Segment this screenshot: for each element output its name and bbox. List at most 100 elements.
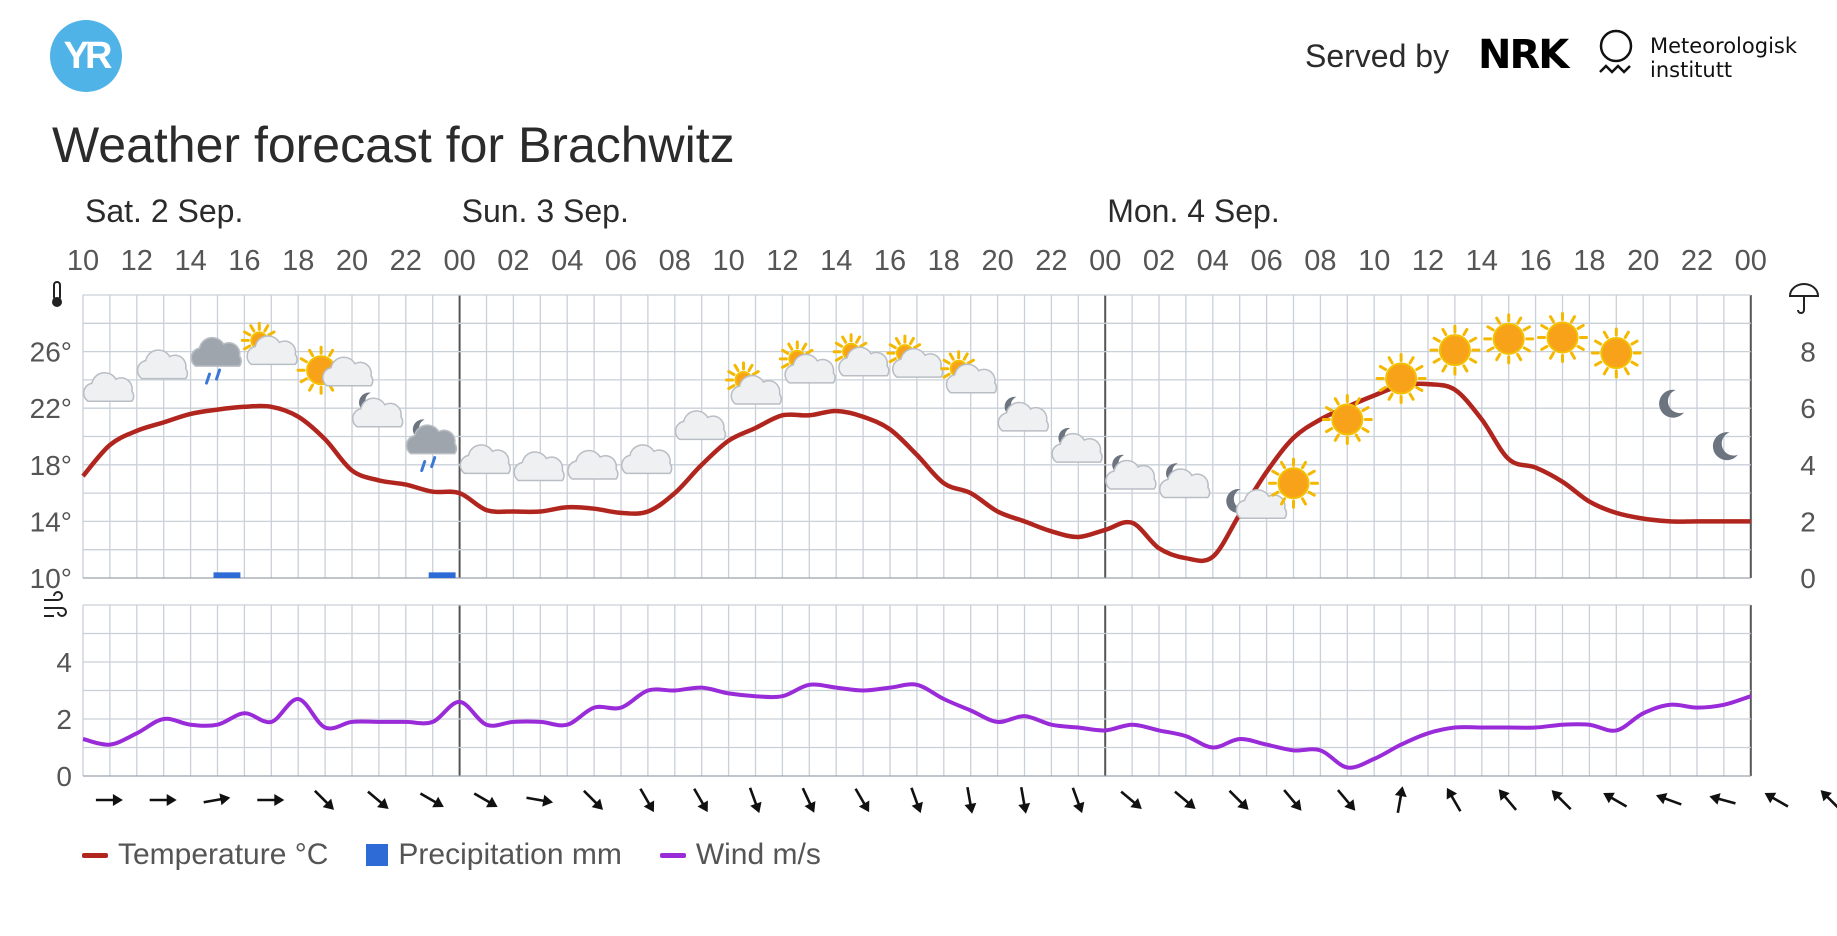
sun-behind-cloud-icon xyxy=(296,345,374,395)
wind-direction-arrow-icon xyxy=(473,792,498,808)
wind-y-tick-label: 4 xyxy=(56,647,72,678)
sun-icon xyxy=(1429,324,1481,376)
wind-direction-arrow-icon xyxy=(313,789,334,810)
temp-y-tick-label: 18° xyxy=(30,450,72,481)
umbrella-icon xyxy=(1788,283,1820,314)
wind-y-tick-label: 0 xyxy=(56,761,72,792)
wind-direction-arrow-icon xyxy=(149,794,177,806)
x-tick-label: 20 xyxy=(336,245,368,277)
wind-direction-arrow-icon xyxy=(1551,790,1572,811)
x-tick-label: 22 xyxy=(1681,245,1713,277)
wind-direction-arrow-icon xyxy=(964,786,977,814)
partly-cloudy-night-icon xyxy=(351,392,404,428)
cloud-icon xyxy=(674,410,727,441)
nrk-logo[interactable]: NRK xyxy=(1478,32,1569,78)
partly-cloudy-day-icon xyxy=(240,321,298,366)
wind-icon xyxy=(44,591,67,617)
sun-icon xyxy=(1375,352,1427,404)
x-tick-label: 10 xyxy=(1358,245,1390,277)
moon-cloud-icon xyxy=(1226,489,1288,519)
met-line-2: institutt xyxy=(1650,58,1733,82)
met-line-1: Meteorologisk xyxy=(1650,34,1798,58)
x-tick-label: 16 xyxy=(1519,245,1551,277)
x-tick-label: 06 xyxy=(1250,245,1282,277)
moon-icon xyxy=(1659,389,1685,418)
thermometer-icon xyxy=(52,281,62,307)
x-tick-label: 16 xyxy=(874,245,906,277)
x-tick-label: 02 xyxy=(497,245,529,277)
temp-y-tick-label: 22° xyxy=(30,393,72,424)
x-tick-label: 12 xyxy=(766,245,798,277)
x-tick-label: 06 xyxy=(605,245,637,277)
wind-direction-arrow-icon xyxy=(95,794,123,806)
sun-icon xyxy=(1321,394,1373,446)
partly-cloudy-day-icon xyxy=(832,333,890,377)
sun-icon xyxy=(1268,457,1319,509)
wind-direction-arrow-icon xyxy=(1820,790,1837,811)
x-tick-label: 12 xyxy=(1412,245,1444,277)
wind-direction-arrow-icon xyxy=(801,787,816,813)
moon-icon xyxy=(1712,432,1738,461)
wind-direction-arrow-icon xyxy=(526,794,554,807)
x-tick-label: 20 xyxy=(981,245,1013,277)
cloud-icon xyxy=(136,349,189,380)
chart-legend: Temperature °C Precipitation mm Wind m/s xyxy=(82,838,821,872)
wind-direction-arrow-icon xyxy=(1283,789,1302,811)
x-tick-label: 12 xyxy=(121,245,153,277)
wind-direction-arrow-icon xyxy=(1446,787,1462,812)
partly-cloudy-day-icon xyxy=(940,350,998,394)
wind-direction-arrow-icon xyxy=(639,788,655,813)
partly-cloudy-night-icon xyxy=(1051,427,1103,463)
x-tick-label: 16 xyxy=(228,245,260,277)
x-tick-label: 08 xyxy=(1304,245,1336,277)
cloud-rain-icon xyxy=(190,336,242,385)
wind-direction-arrow-icon xyxy=(1498,789,1518,811)
partly-cloudy-night-icon xyxy=(1105,454,1157,490)
cloud-icon xyxy=(82,372,135,402)
wind-direction-arrow-icon xyxy=(1228,789,1249,810)
temperature-line xyxy=(81,381,1751,564)
met-institute-label: Meteorologisk institutt xyxy=(1650,34,1797,82)
wind-line xyxy=(82,682,1752,770)
partly-cloudy-night-icon xyxy=(1158,463,1211,499)
sun-icon xyxy=(1483,313,1535,365)
temp-y-tick-label: 14° xyxy=(30,506,72,537)
wind-direction-arrow-icon xyxy=(1336,789,1356,811)
x-tick-label: 08 xyxy=(659,245,691,277)
x-tick-label: 22 xyxy=(390,245,422,277)
partly-cloudy-day-icon xyxy=(725,361,782,405)
wind-y-tick-label: 2 xyxy=(56,704,72,735)
x-tick-label: 18 xyxy=(1573,245,1605,277)
yr-logo-text: YR xyxy=(63,34,113,77)
wind-direction-arrow-icon xyxy=(1174,790,1196,809)
legend-precipitation-label: Precipitation mm xyxy=(398,838,622,871)
x-tick-label: 10 xyxy=(712,245,744,277)
wind-direction-arrow-icon xyxy=(854,788,870,813)
cloud-icon xyxy=(459,444,511,475)
wind-direction-arrow-icon xyxy=(1018,786,1031,814)
wind-direction-arrow-icon xyxy=(1120,790,1142,809)
legend-precipitation[interactable]: Precipitation mm xyxy=(366,838,622,872)
precip-y-tick-label: 0 xyxy=(1800,563,1816,594)
met-institute-logo-icon[interactable] xyxy=(1596,28,1640,84)
x-tick-label: 14 xyxy=(1466,245,1498,277)
legend-temperature[interactable]: Temperature °C xyxy=(82,838,328,872)
wind-direction-arrow-icon xyxy=(1764,792,1789,808)
day-label: Sun. 3 Sep. xyxy=(462,193,629,229)
wind-direction-arrow-icon xyxy=(693,788,708,813)
day-label: Sat. 2 Sep. xyxy=(85,193,243,229)
x-tick-label: 04 xyxy=(551,245,583,277)
x-tick-label: 22 xyxy=(1035,245,1067,277)
cloud-icon xyxy=(567,449,619,480)
partly-cloudy-day-icon xyxy=(778,340,836,384)
x-tick-label: 00 xyxy=(1735,245,1767,277)
yr-logo[interactable]: YR xyxy=(50,20,122,92)
x-tick-label: 02 xyxy=(1143,245,1175,277)
day-label: Mon. 4 Sep. xyxy=(1107,193,1280,229)
precip-y-tick-label: 6 xyxy=(1800,393,1816,424)
wind-direction-arrow-icon xyxy=(1655,792,1682,806)
legend-temperature-label: Temperature °C xyxy=(118,838,329,871)
legend-wind[interactable]: Wind m/s xyxy=(659,838,821,872)
x-tick-label: 00 xyxy=(443,245,475,277)
